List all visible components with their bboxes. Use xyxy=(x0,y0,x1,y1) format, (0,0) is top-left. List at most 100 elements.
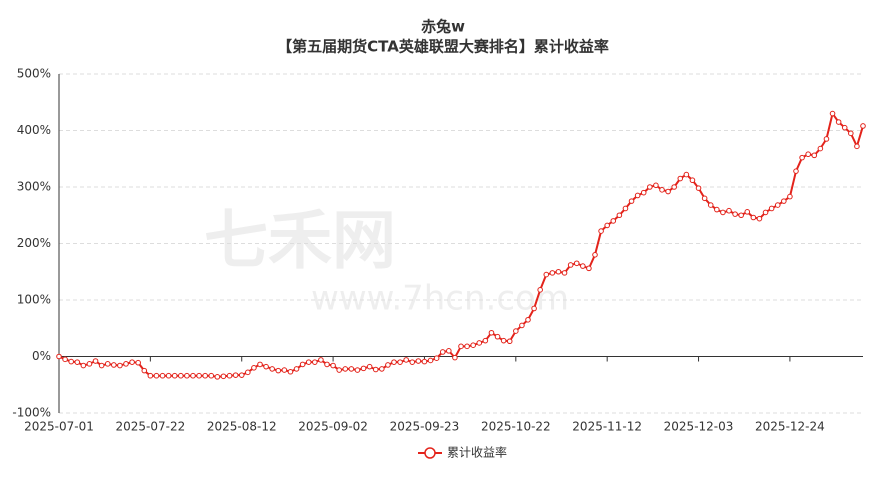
data-point xyxy=(238,372,245,378)
watermark-url: www.7hcn.com xyxy=(311,279,569,319)
data-point xyxy=(634,192,641,199)
data-point xyxy=(141,367,148,374)
data-point xyxy=(860,123,866,129)
data-point xyxy=(750,214,757,221)
data-point xyxy=(117,362,123,369)
data-point xyxy=(159,372,166,379)
data-point xyxy=(226,372,233,379)
data-point xyxy=(567,262,574,268)
x-tick-label: 2025-09-02 xyxy=(298,420,368,434)
y-tick-label: -100% xyxy=(12,406,51,420)
data-point xyxy=(214,374,221,380)
data-point xyxy=(111,362,117,368)
x-tick-label: 2025-12-03 xyxy=(664,420,734,434)
data-point xyxy=(537,287,543,293)
data-point xyxy=(391,359,397,365)
data-point xyxy=(86,361,93,367)
data-point xyxy=(714,206,720,213)
x-tick-label: 2025-10-22 xyxy=(481,420,551,434)
data-point xyxy=(640,189,647,196)
watermark: 七禾网 xyxy=(204,205,396,279)
data-point xyxy=(732,211,738,217)
data-point xyxy=(513,328,519,334)
data-point xyxy=(616,212,623,219)
data-point xyxy=(129,359,135,365)
data-point xyxy=(561,270,568,276)
data-point xyxy=(549,270,556,276)
data-point xyxy=(190,372,196,379)
data-point xyxy=(184,372,190,379)
data-point xyxy=(653,182,659,189)
data-point xyxy=(744,209,751,215)
data-point xyxy=(98,362,105,369)
data-point xyxy=(854,143,860,150)
data-point xyxy=(762,209,769,216)
data-point xyxy=(330,362,336,369)
data-point xyxy=(178,372,184,379)
data-point xyxy=(397,359,403,365)
data-point xyxy=(263,363,269,370)
data-point xyxy=(543,271,550,278)
data-point xyxy=(415,358,422,364)
data-point xyxy=(403,357,409,363)
data-point xyxy=(531,305,537,312)
data-point xyxy=(287,368,294,375)
data-point xyxy=(573,260,580,267)
data-point xyxy=(598,228,604,234)
data-point xyxy=(464,343,470,350)
data-point xyxy=(756,215,763,222)
data-point xyxy=(726,207,732,214)
data-point xyxy=(165,372,172,379)
data-point xyxy=(92,358,99,364)
data-point xyxy=(683,171,690,178)
data-point xyxy=(774,202,781,208)
data-point xyxy=(74,359,81,365)
data-point xyxy=(293,366,300,372)
data-point xyxy=(379,366,385,372)
data-point xyxy=(628,198,635,204)
data-point xyxy=(433,355,440,361)
data-point xyxy=(695,185,702,191)
data-point xyxy=(738,212,744,219)
data-point xyxy=(452,354,458,361)
chart-title: 赤兔w xyxy=(421,18,465,36)
data-point xyxy=(220,373,227,380)
data-point xyxy=(68,358,74,365)
data-point xyxy=(336,367,342,373)
data-point xyxy=(348,366,355,372)
data-point xyxy=(245,369,251,376)
data-point xyxy=(610,218,617,224)
data-point xyxy=(592,252,598,258)
x-tick-label: 2025-08-12 xyxy=(207,420,277,434)
data-point xyxy=(366,363,373,370)
data-point xyxy=(439,349,446,355)
data-point xyxy=(305,359,312,365)
data-point xyxy=(470,342,476,349)
data-point xyxy=(251,365,257,371)
data-point xyxy=(232,372,239,378)
data-point xyxy=(500,337,507,344)
data-point xyxy=(829,110,836,117)
data-point xyxy=(275,367,282,374)
data-point xyxy=(135,359,141,366)
data-point xyxy=(421,358,428,365)
data-point xyxy=(458,343,464,350)
data-point xyxy=(768,205,775,212)
data-point xyxy=(342,366,349,372)
data-point xyxy=(848,130,854,137)
data-point xyxy=(104,361,111,367)
x-tick-label: 2025-09-23 xyxy=(390,420,460,434)
data-point xyxy=(318,357,324,363)
data-point xyxy=(123,361,129,367)
data-point xyxy=(677,175,684,182)
y-tick-label: 0% xyxy=(32,349,51,363)
data-point xyxy=(427,357,434,364)
data-point xyxy=(171,372,178,379)
data-point xyxy=(689,177,696,184)
data-point xyxy=(622,205,629,212)
data-point xyxy=(665,188,671,195)
data-point xyxy=(147,372,154,379)
data-point xyxy=(324,361,330,368)
data-point xyxy=(299,361,306,368)
